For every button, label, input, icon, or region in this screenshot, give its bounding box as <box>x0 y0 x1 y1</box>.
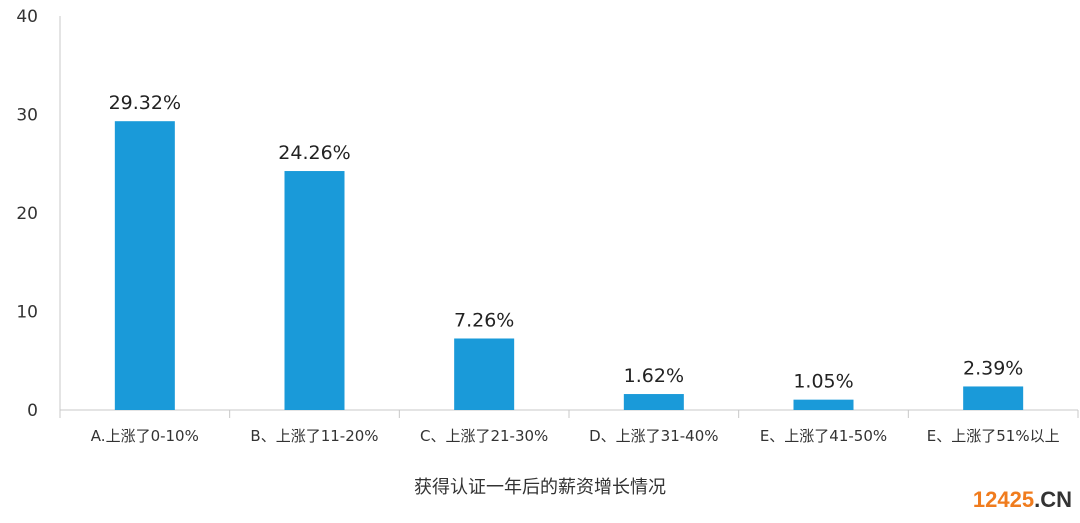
data-label: 1.05% <box>793 371 853 393</box>
y-tick-label: 10 <box>16 303 38 323</box>
y-tick-label: 30 <box>16 106 38 126</box>
watermark: 12425.CN <box>973 487 1072 513</box>
chart-title: 获得认证一年后的薪资增长情况 <box>414 477 666 498</box>
x-tick-label: D、上涨了31-40% <box>589 427 718 445</box>
y-tick-label: 0 <box>27 401 38 421</box>
bar <box>793 399 854 410</box>
data-label: 29.32% <box>109 92 181 114</box>
y-tick-label: 20 <box>16 204 38 224</box>
x-tick-label: C、上涨了21-30% <box>420 427 548 445</box>
data-label: 24.26% <box>278 142 350 164</box>
y-tick-label: 40 <box>16 7 38 27</box>
bar <box>284 171 345 410</box>
watermark-suffix: .CN <box>1034 487 1072 512</box>
data-label: 1.62% <box>624 365 684 387</box>
data-label: 2.39% <box>963 357 1023 379</box>
x-tick-label: B、上涨了11-20% <box>250 427 378 445</box>
x-tick-label: E、上涨了51%以上 <box>927 427 1060 445</box>
x-tick-label: E、上涨了41-50% <box>760 427 887 445</box>
bar <box>963 386 1024 410</box>
bar <box>623 394 684 410</box>
bar <box>454 338 515 410</box>
bar <box>114 121 175 410</box>
data-label: 7.26% <box>454 309 514 331</box>
watermark-number: 12425 <box>972 487 1035 512</box>
x-tick-label: A.上涨了0-10% <box>91 427 199 445</box>
